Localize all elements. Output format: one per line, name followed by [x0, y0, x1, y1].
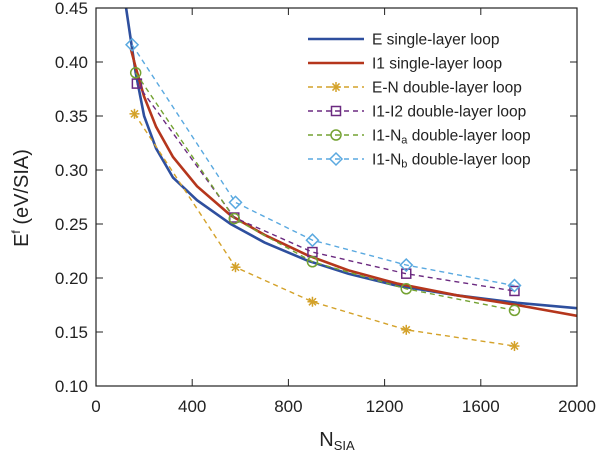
legend-item-5: I1-Na double-layer loop: [308, 128, 531, 147]
y-tick-label: 0.45: [55, 0, 88, 18]
x-tick-label: 0: [91, 397, 100, 416]
asterisk-stroke: [130, 109, 139, 118]
series-line: [136, 83, 515, 292]
circle-marker: [400, 283, 412, 295]
series-line: [135, 72, 515, 312]
plot-frame: [95, 7, 578, 387]
asterisk-stroke: [402, 325, 411, 334]
y-axis-title-rest: (eV/SIA): [11, 149, 33, 230]
legend-item-6: I1-Nb double-layer loop: [308, 152, 531, 171]
asterisk-marker: [129, 108, 140, 119]
x-tick-label: 1200: [366, 397, 404, 416]
square-marker: [131, 78, 143, 89]
legend-label-main: I1-N: [372, 128, 401, 145]
legend-label-subscript: a: [401, 135, 408, 147]
y-tick-label: 0.30: [55, 161, 88, 180]
circle-marker: [228, 212, 241, 225]
asterisk-marker: [509, 341, 520, 352]
axes: 0 400 800 1200 1600 2000 0.10 0.15 0.20 0.25 0.30 0…: [55, 0, 596, 416]
y-axis-title-superscript: f: [9, 230, 23, 234]
y-tick-label: 0.40: [55, 53, 88, 72]
series-2: [129, 48, 577, 318]
diamond-marker: [125, 37, 140, 52]
x-axis-title: NSIA: [319, 429, 355, 453]
legend: E single-layer loop I1 single-layer loop E…: [308, 32, 531, 171]
x-tick-label: 400: [178, 397, 206, 416]
x-tick-label: 1600: [462, 397, 500, 416]
circle-marker: [306, 256, 319, 268]
x-tick-label: 2000: [558, 397, 596, 416]
x-axis-title-subscript: SIA: [334, 438, 355, 453]
legend-label: E-N double-layer loop: [372, 80, 522, 97]
legend-label: I1 single-layer loop: [372, 56, 502, 73]
asterisk-stroke: [308, 297, 317, 306]
y-tick-label: 0.10: [55, 377, 88, 396]
x-axis-title-main: N: [319, 429, 333, 451]
y-axis-title: Ef (eV/SIA): [9, 149, 33, 247]
asterisk-marker: [307, 296, 318, 307]
x-tick-label: 800: [274, 397, 302, 416]
asterisk-marker: [401, 324, 412, 335]
asterisk-stroke: [510, 341, 519, 351]
legend-label: I1-I2 double-layer loop: [372, 104, 526, 121]
series-line: [131, 44, 515, 287]
plot-area: [124, 8, 577, 352]
diamond-marker: [305, 233, 320, 248]
legend-label-tail: double-layer loop: [407, 152, 530, 169]
y-tick-label: 0.15: [55, 323, 88, 342]
diamond-marker: [507, 278, 522, 293]
asterisk-marker: [331, 82, 341, 92]
circle-marker: [330, 129, 342, 141]
diamond-marker: [399, 257, 414, 273]
square-marker: [509, 285, 520, 297]
circle-marker: [508, 304, 521, 317]
legend-item-3: E-N double-layer loop: [308, 80, 522, 97]
diamond-marker: [228, 195, 243, 210]
legend-item-4: I1-I2 double-layer loop: [308, 104, 526, 121]
diamond-marker: [328, 151, 344, 167]
legend-label: E single-layer loop: [372, 32, 500, 49]
legend-label-subscript: b: [401, 159, 407, 171]
square-marker: [330, 105, 342, 117]
series-line: [129, 48, 577, 318]
series-3: [129, 108, 520, 352]
asterisk-stroke: [231, 263, 240, 272]
y-tick-label: 0.25: [55, 215, 88, 234]
legend-item-1: E single-layer loop: [308, 32, 500, 49]
asterisk-marker: [230, 262, 241, 273]
legend-label-main: I1-N: [372, 152, 401, 169]
legend-label: I1-Na double-layer loop: [372, 128, 531, 147]
series-line: [133, 113, 515, 347]
y-axis-title-main: E: [11, 234, 33, 247]
y-tick-label: 0.20: [55, 269, 88, 288]
circle-marker: [129, 67, 142, 79]
series-5: [129, 67, 521, 317]
legend-label: I1-Nb double-layer loop: [372, 152, 531, 171]
asterisk-stroke: [331, 82, 341, 92]
legend-label-tail: double-layer loop: [407, 128, 530, 145]
series-6: [125, 37, 522, 293]
square-marker: [400, 268, 412, 279]
legend-item-2: I1 single-layer loop: [308, 56, 502, 73]
y-tick-label: 0.35: [55, 107, 88, 126]
